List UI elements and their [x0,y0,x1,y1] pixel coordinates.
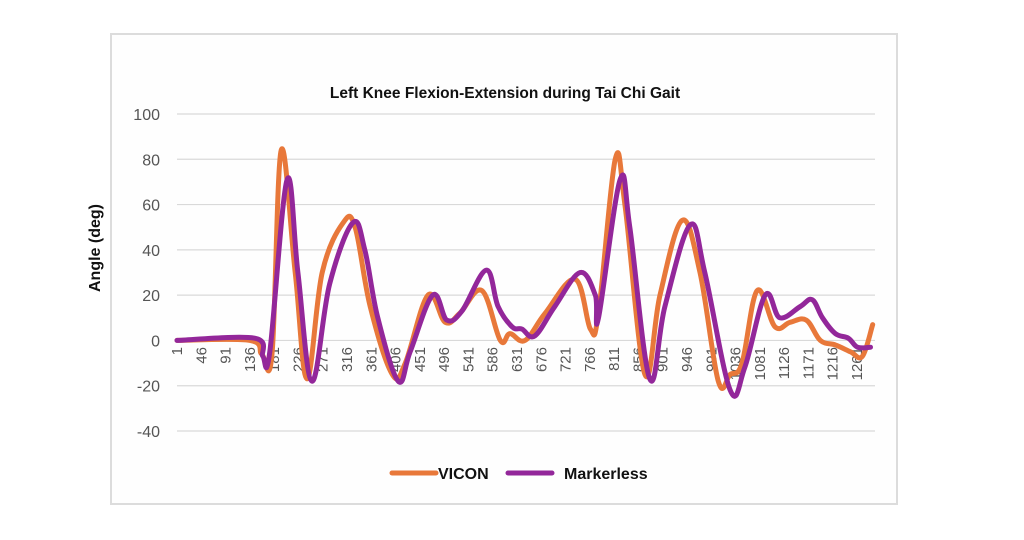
x-tick-label: 631 [509,347,526,372]
x-tick-label: 91 [218,347,235,364]
y-tick-label: 40 [142,243,160,260]
x-tick-label: 721 [558,347,575,372]
x-tick-label: 676 [533,347,550,372]
x-tick-label: 1216 [825,347,842,380]
x-tick-label: 541 [460,347,477,372]
chart-frame [110,33,898,505]
x-tick-label: 1 [169,347,186,355]
y-axis-ticks: 100 80 60 40 20 0 -20 -40 [133,107,160,441]
y-tick-label: 0 [151,333,160,350]
x-tick-label: 811 [606,347,623,371]
y-tick-label: 20 [142,288,160,305]
y-tick-label: -20 [137,379,160,396]
x-tick-label: 496 [436,347,453,372]
x-tick-label: 136 [242,347,259,372]
x-tick-label: 946 [679,347,696,372]
x-tick-label: 766 [582,347,599,372]
x-tick-label: 1126 [776,347,793,379]
x-tick-label: 46 [193,347,210,364]
x-tick-label: 1171 [800,347,817,379]
legend-label-vicon: VICON [438,466,489,483]
y-tick-label: 60 [142,198,160,215]
x-tick-label: 451 [412,347,429,372]
x-tick-label: 1081 [752,347,769,380]
x-tick-label: 316 [339,347,356,372]
series-lines [174,146,876,399]
y-tick-label: -40 [137,424,160,441]
x-tick-label: 586 [485,347,502,372]
y-tick-label: 100 [133,107,160,124]
y-tick-label: 80 [142,152,160,169]
legend-label-markerless: Markerless [564,466,648,483]
series-line-markerless [174,172,873,399]
x-tick-label: 361 [363,347,380,372]
legend: VICON Markerless [389,466,648,483]
y-axis-label: Angle (deg) [87,204,104,292]
chart-title: Left Knee Flexion-Extension during Tai C… [330,85,680,102]
